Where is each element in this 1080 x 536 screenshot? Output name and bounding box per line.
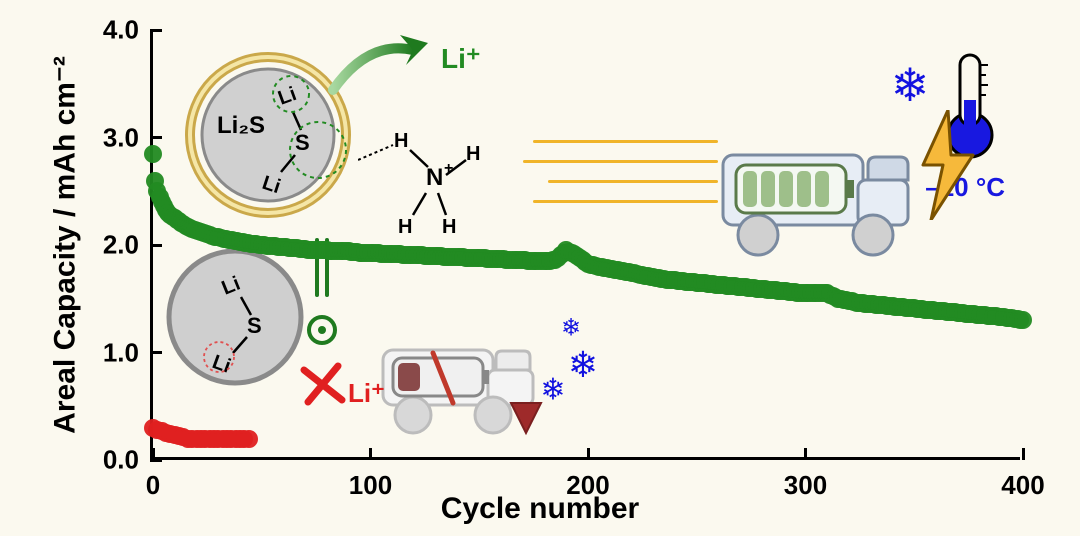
svg-text:H: H: [394, 130, 408, 152]
snowflake-icon: ❄: [540, 373, 565, 408]
x-axis-label: Cycle number: [40, 492, 1040, 526]
speed-line: [523, 160, 718, 163]
snowflake-icon: ❄: [891, 58, 930, 112]
xtick-mark: [587, 448, 590, 460]
xtick-mark: [804, 448, 807, 460]
snowflake-icon: ❄: [561, 314, 581, 343]
li-plus-red-label: Li⁺: [348, 378, 385, 409]
ytick-mark: [150, 351, 162, 354]
particle-grey-icon: Li S Li: [163, 245, 308, 390]
ytick-mark: [150, 29, 162, 32]
plot-area: ❄ –10 °C: [150, 30, 1020, 460]
ytick-label: 4.0: [79, 15, 139, 46]
svg-text:H: H: [442, 216, 456, 235]
truck-healthy-icon: [718, 125, 918, 260]
svg-text:Li: Li: [275, 83, 299, 110]
snowflake-icon: ❄: [568, 344, 598, 386]
svg-text:N: N: [426, 164, 443, 191]
lightning-icon: [913, 110, 983, 220]
ytick-mark: [150, 459, 162, 462]
xtick-mark: [1022, 448, 1025, 460]
svg-text:H: H: [398, 216, 412, 235]
green-series-point: [144, 145, 162, 163]
truck-dead-icon: [378, 325, 543, 440]
green-series-point: [1014, 311, 1032, 329]
y-axis-label: Areal Capacity / mAh cm⁻²: [48, 30, 83, 460]
speed-line: [533, 140, 718, 143]
li-plus-green-label: Li⁺: [441, 42, 481, 75]
ytick-label: 1.0: [79, 337, 139, 368]
speed-line: [533, 200, 718, 203]
arrow-green-icon: [328, 35, 448, 105]
nh4-icon: H N + H H H: [358, 115, 498, 235]
svg-text:H: H: [466, 143, 480, 165]
x-red-icon: [298, 360, 348, 410]
red-series-point: [240, 430, 258, 448]
svg-text:Li: Li: [259, 172, 283, 198]
ytick-mark: [150, 136, 162, 139]
ytick-label: 2.0: [79, 230, 139, 261]
speed-line: [548, 180, 718, 183]
chart-frame: Areal Capacity / mAh cm⁻² ❄ –10 °C: [40, 10, 1040, 526]
xtick-mark: [369, 448, 372, 460]
ytick-mark: [150, 244, 162, 247]
ytick-label: 3.0: [79, 122, 139, 153]
svg-text:S: S: [295, 130, 310, 155]
svg-text:S: S: [247, 313, 262, 338]
ytick-label: 0.0: [79, 445, 139, 476]
